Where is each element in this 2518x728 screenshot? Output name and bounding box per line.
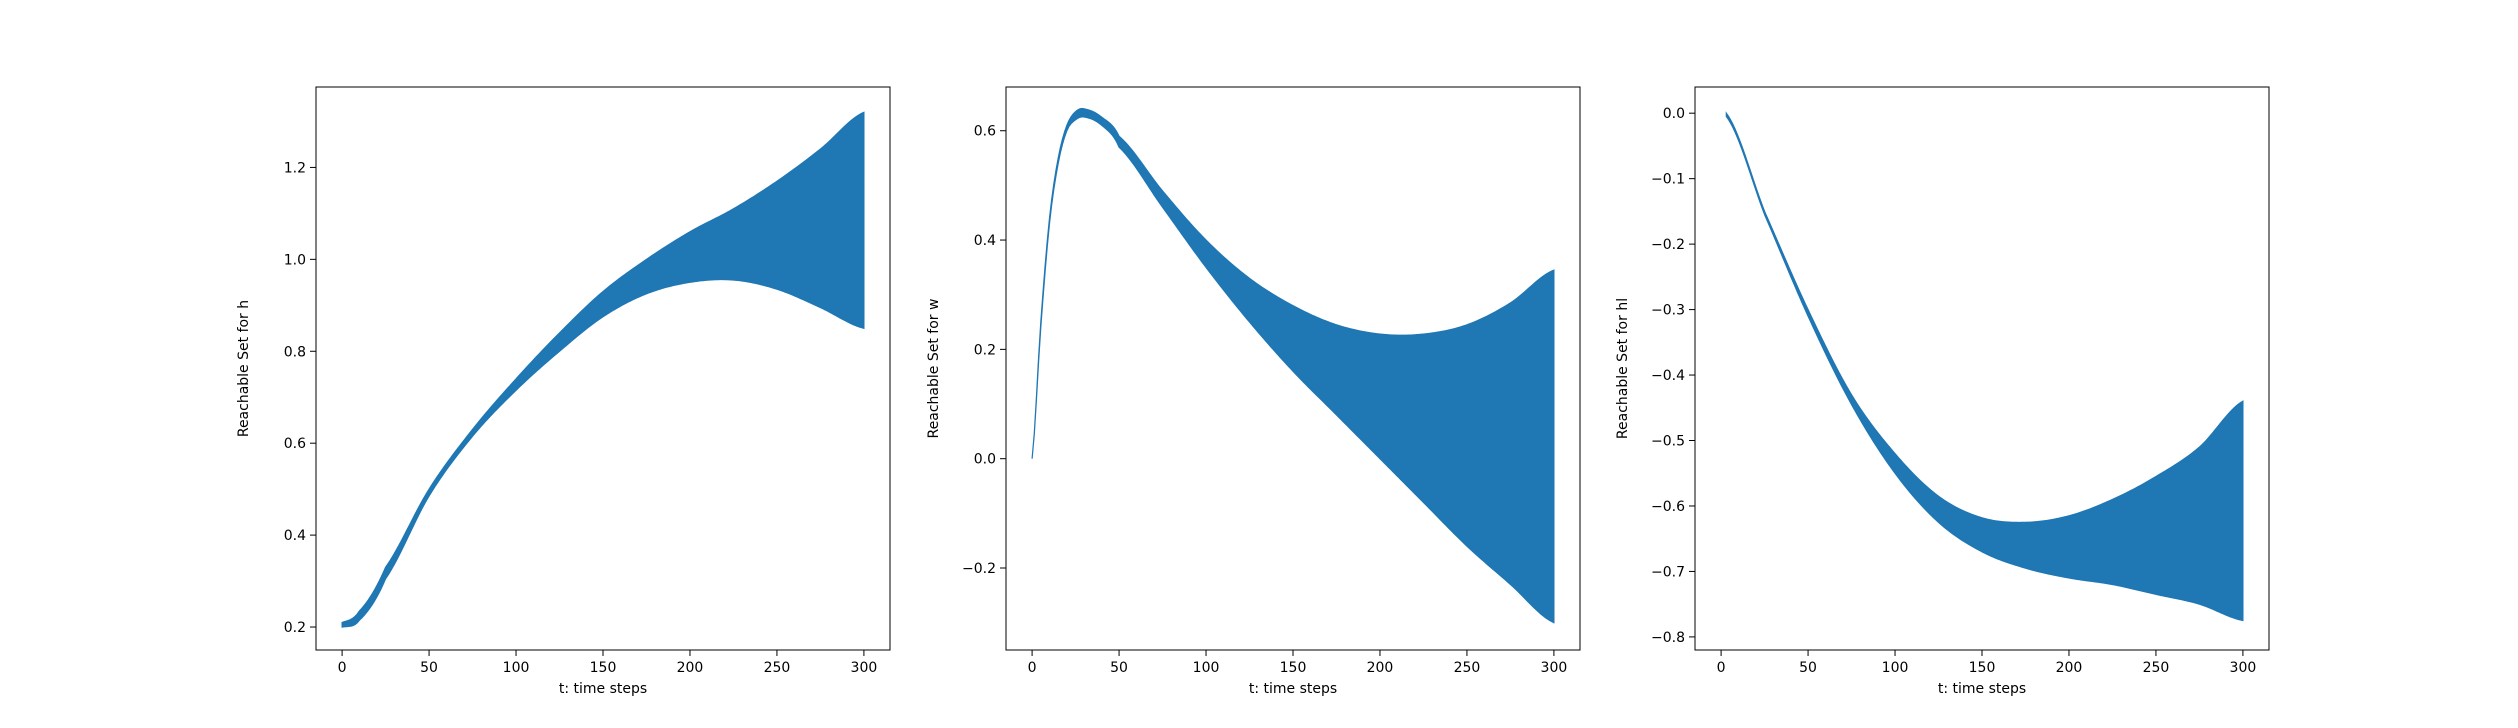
y-tick-label: 0.6 <box>974 124 996 140</box>
y-tick-label: 0.4 <box>974 233 996 249</box>
y-tick-label: 0.6 <box>284 436 306 452</box>
y-tick-label: −0.8 <box>1651 630 1685 646</box>
y-axis-label: Reachable Set for hl <box>1615 298 1631 439</box>
y-tick-label: −0.2 <box>1651 237 1685 253</box>
x-tick-label: 200 <box>1367 660 1394 676</box>
x-tick-label: 300 <box>851 660 878 676</box>
y-tick-label: −0.1 <box>1651 172 1685 188</box>
x-tick-label: 50 <box>1110 660 1128 676</box>
y-tick-label: −0.7 <box>1651 564 1685 580</box>
x-tick-label: 250 <box>1454 660 1481 676</box>
x-tick-label: 150 <box>590 660 617 676</box>
reachable-set-band <box>341 111 865 628</box>
y-tick-label: 0.4 <box>284 528 306 544</box>
x-tick-label: 0 <box>1028 660 1037 676</box>
y-tick-label: 0.0 <box>974 452 996 468</box>
chart-panel-1: 0 50 100 150 200 250 300 0.2 0.4 0.6 0.8 1.0 1.2 t: t… <box>236 86 891 697</box>
y-tick-label: 0.2 <box>974 342 996 358</box>
y-tick-label: −0.6 <box>1651 499 1685 515</box>
x-tick-label: 150 <box>1969 660 1996 676</box>
x-tick-label: 0 <box>1717 660 1726 676</box>
x-tick-label: 0 <box>338 660 347 676</box>
y-tick-label: 1.0 <box>284 252 306 268</box>
x-tick-label: 50 <box>420 660 438 676</box>
x-tick-label: 100 <box>503 660 530 676</box>
x-tick-label: 300 <box>1541 660 1568 676</box>
x-axis-label: t: time steps <box>1249 681 1337 697</box>
chart-panel-2: 0 50 100 150 200 250 300 −0.2 0.0 0.2 0.4 0.6 t: tim… <box>926 86 1581 697</box>
x-tick-label: 100 <box>1882 660 1909 676</box>
y-tick-label: 0.8 <box>284 344 306 360</box>
y-axis-label: Reachable Set for w <box>926 299 942 439</box>
x-axis-label: t: time steps <box>559 681 647 697</box>
y-tick-label: −0.2 <box>962 561 996 577</box>
y-tick-label: 0.0 <box>1663 106 1685 122</box>
chart-panel-3: 0 50 100 150 200 250 300 0.0 −0.1 −0.2 −0.3 −0.4 −0.… <box>1615 86 2270 697</box>
y-tick-label: −0.3 <box>1651 303 1685 319</box>
y-tick-label: −0.4 <box>1651 368 1685 384</box>
reachable-set-band <box>1725 111 2244 622</box>
x-axis-label: t: time steps <box>1938 681 2026 697</box>
x-tick-label: 200 <box>2056 660 2083 676</box>
x-tick-label: 50 <box>1799 660 1817 676</box>
y-tick-label: 0.2 <box>284 620 306 636</box>
x-tick-label: 150 <box>1280 660 1307 676</box>
y-tick-label: −0.5 <box>1651 434 1685 450</box>
reachable-set-band <box>1031 107 1555 624</box>
y-tick-label: 1.2 <box>284 160 306 176</box>
x-tick-label: 250 <box>764 660 791 676</box>
x-tick-label: 200 <box>677 660 704 676</box>
x-tick-label: 250 <box>2143 660 2170 676</box>
y-axis-label: Reachable Set for h <box>236 300 252 437</box>
x-tick-label: 300 <box>2230 660 2257 676</box>
x-tick-label: 100 <box>1193 660 1220 676</box>
